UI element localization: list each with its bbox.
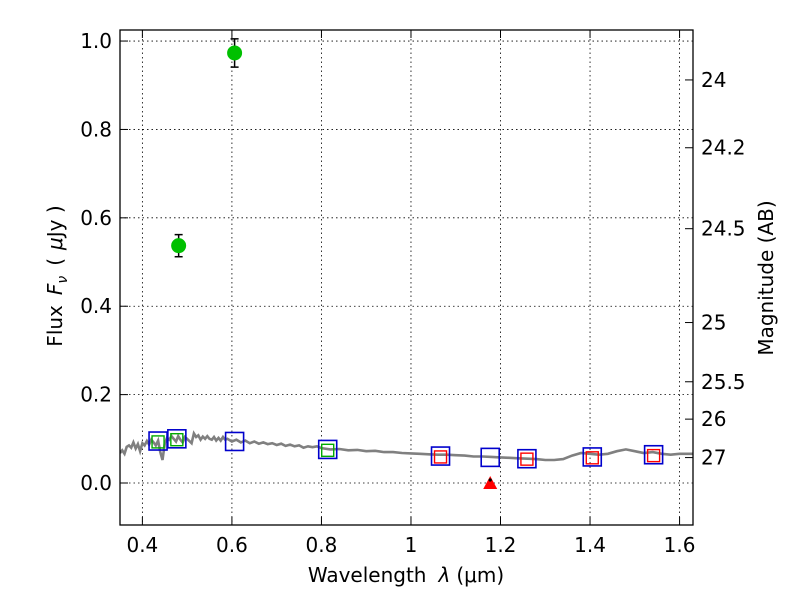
axis-ticks: 0.4 0.6 0.8 1 1.2 1.4 1.6 0.0 0.2 0.4 0.6 0.8 1.0 24 2…: [80, 29, 745, 557]
model-photometry-blue-square: [317, 439, 338, 460]
y2-tick-label: 27: [701, 446, 726, 470]
x-tick-label: 0.4: [126, 533, 158, 557]
x-tick-label: 1: [405, 533, 418, 557]
x-tick-label: 1.2: [485, 533, 517, 557]
model-photometry-red-square: [520, 452, 534, 466]
x-tick-label: 0.6: [216, 533, 248, 557]
grid-lines: [120, 30, 693, 525]
y2-tick-label: 25.5: [701, 370, 746, 394]
model-sed-line: [120, 430, 693, 462]
model-photometry-red-square: [585, 451, 599, 465]
model-photometry-red-square: [433, 450, 448, 464]
model-photometry-green-square: [170, 433, 184, 447]
y-axis-label: FluxFν(μJy ): [43, 205, 71, 346]
model-photometry-blue-square: [480, 447, 501, 468]
y2-axis-label: Magnitude (AB): [754, 200, 778, 355]
x-axis-label: Wavelength λ (μm): [308, 563, 504, 587]
x-tick-label: 1.4: [574, 533, 606, 557]
model-photometry-blue-square: [167, 429, 187, 449]
y2-tick-label: 24.5: [701, 217, 746, 241]
plot-background: [120, 30, 693, 525]
y-tick-label: 0.6: [80, 206, 112, 230]
y-tick-label: 0.8: [80, 117, 112, 141]
data-series: [120, 38, 693, 490]
x-tick-label: 1.6: [664, 533, 696, 557]
x-tick-label: 0.8: [306, 533, 338, 557]
model-photometry-blue-square: [148, 431, 168, 451]
y2-tick-label: 24: [701, 68, 726, 92]
model-photometry-blue-square: [224, 431, 245, 452]
model-photometry-blue-square: [582, 447, 603, 467]
y-tick-label: 0.4: [80, 294, 112, 318]
model-photometry-blue-square: [430, 446, 451, 466]
y2-tick-label: 24.2: [701, 136, 746, 160]
y2-tick-label: 26: [701, 407, 726, 431]
upper-limit-marker: [483, 476, 498, 490]
observed-flux-point: [171, 238, 187, 254]
model-photometry-green-square: [321, 443, 335, 458]
y2-tick-label: 25: [701, 311, 726, 335]
y-tick-label: 1.0: [80, 29, 112, 53]
model-photometry-green-square: [151, 435, 165, 449]
model-photometry-red-square: [646, 448, 661, 463]
observed-flux-point: [227, 45, 243, 61]
model-photometry-blue-square: [643, 444, 664, 465]
plot-frame: [119, 29, 694, 526]
y-tick-label: 0.2: [80, 383, 112, 407]
upper-limit-dot: [488, 478, 492, 482]
model-photometry-blue-square: [517, 448, 537, 469]
y-tick-label: 0.0: [80, 471, 112, 495]
